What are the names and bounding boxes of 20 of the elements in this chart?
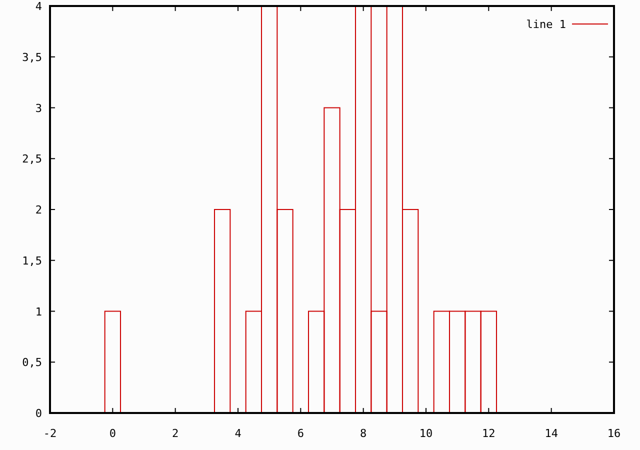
y-tick-label: 3,5	[22, 50, 42, 64]
y-tick-label: 1,5	[22, 254, 42, 268]
y-tick-label: 2	[35, 204, 42, 216]
x-tick-label: 0	[109, 427, 116, 440]
x-tick-label: 14	[544, 427, 558, 440]
x-tick-label: 6	[297, 427, 304, 440]
x-tick-label: -2	[43, 427, 57, 440]
y-tick-label: 1	[35, 305, 42, 318]
x-tick-label: 4	[234, 427, 242, 440]
y-tick-label: 3	[35, 102, 42, 115]
y-tick-label: 4	[35, 0, 42, 13]
legend-label: line 1	[526, 18, 566, 31]
x-tick-label: 12	[482, 427, 496, 440]
y-tick-label: 2,5	[22, 152, 42, 166]
y-tick-label: 0,5	[22, 356, 42, 370]
x-tick-label: 2	[172, 427, 179, 440]
x-tick-label: 16	[607, 427, 621, 440]
x-tick-label: 10	[419, 427, 433, 440]
y-tick-label: 0	[35, 407, 42, 420]
x-tick-label: 8	[360, 427, 367, 440]
